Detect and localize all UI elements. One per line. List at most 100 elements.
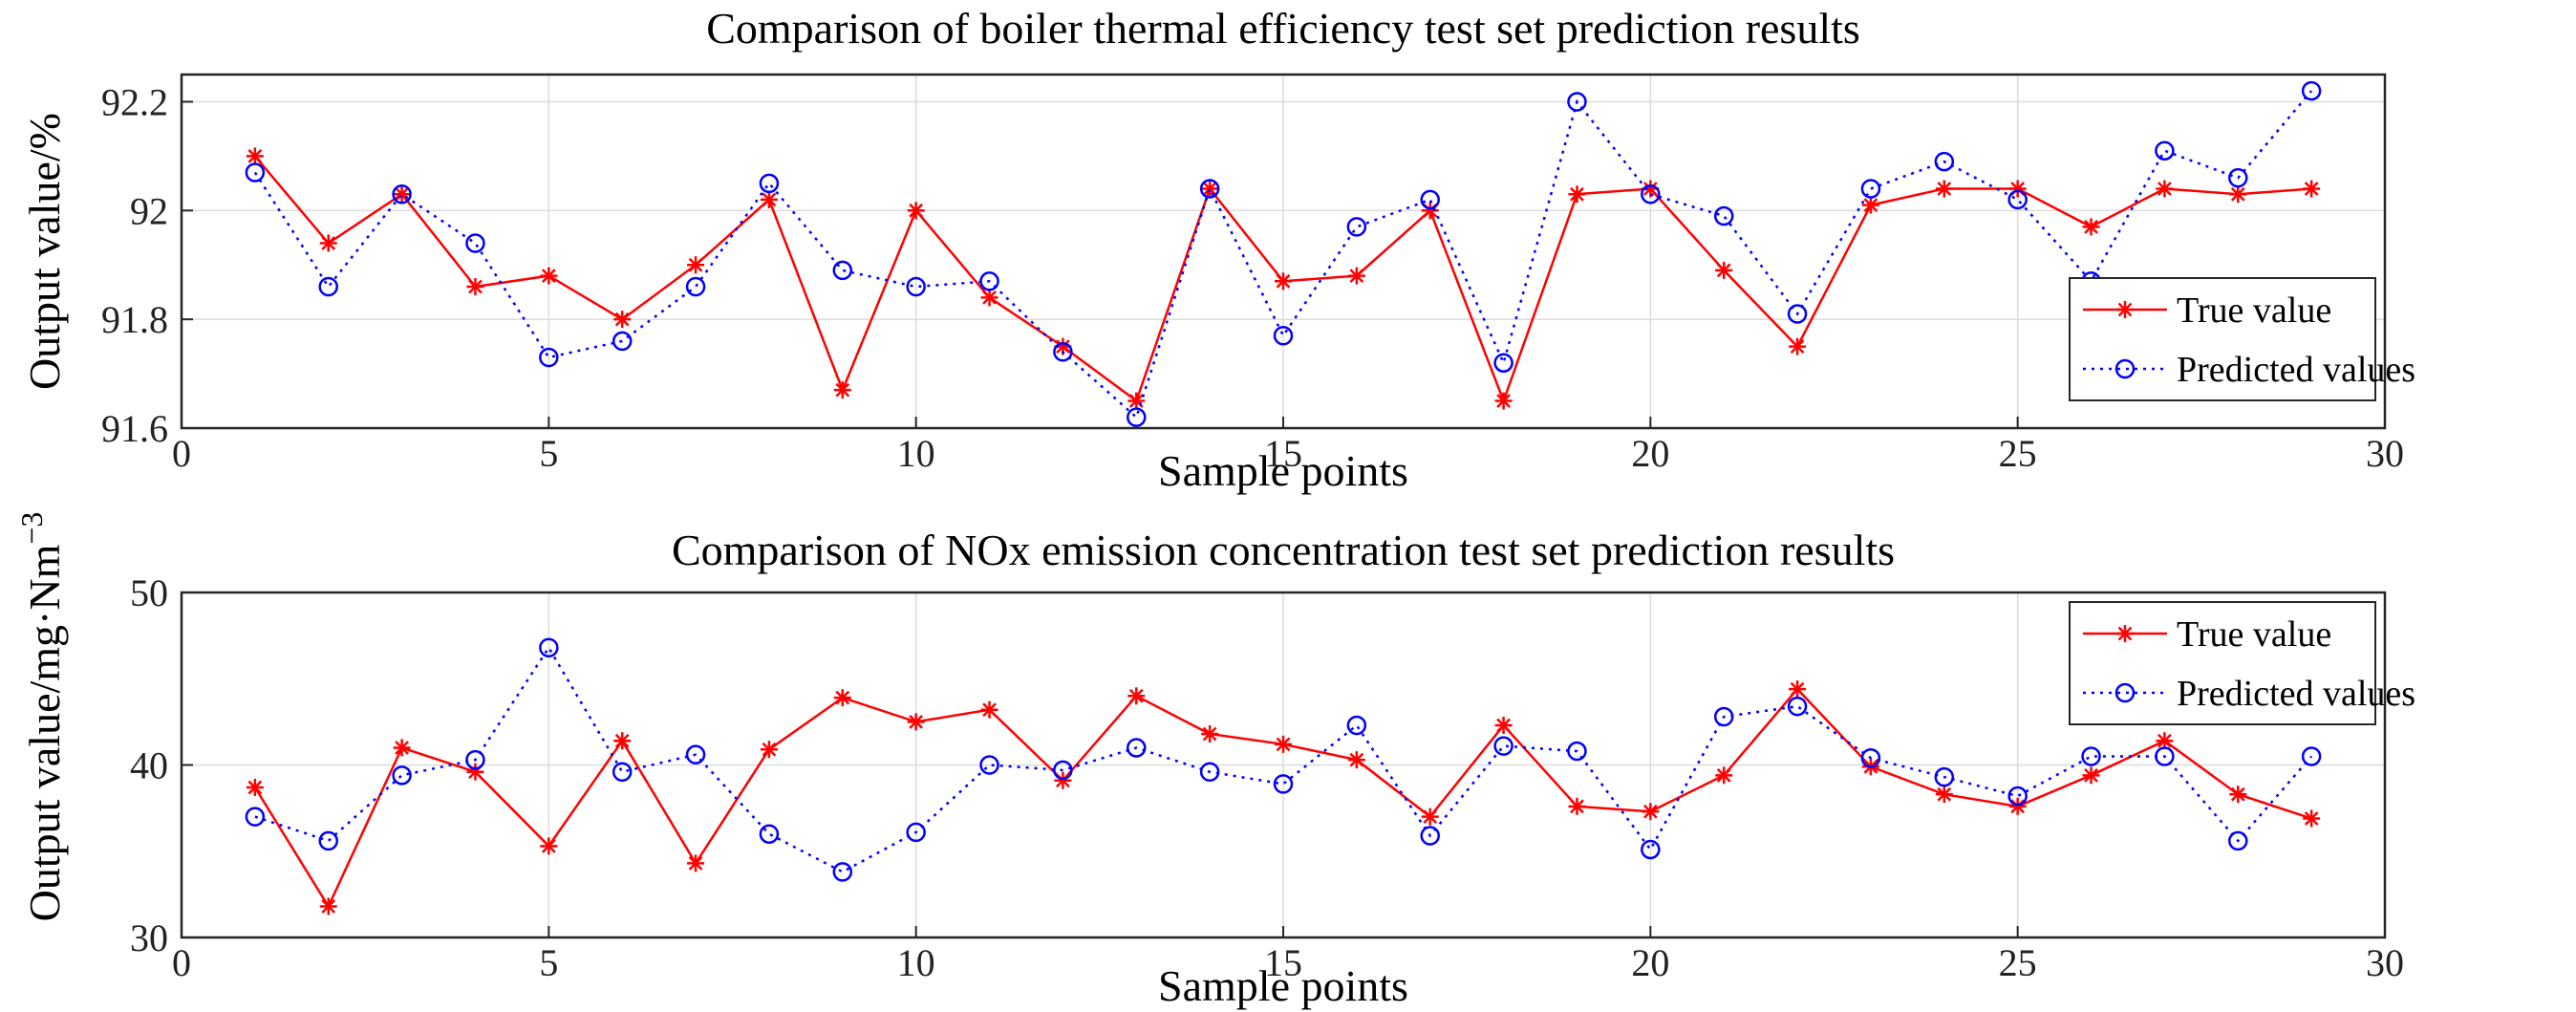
efficiency-true-value-point xyxy=(2303,180,2321,198)
efficiency-true-value-point xyxy=(980,289,998,307)
efficiency-ytick-label: 92.2 xyxy=(101,80,168,123)
efficiency-true-value-point xyxy=(760,190,778,208)
efficiency-chart-series xyxy=(245,80,2322,427)
efficiency-predicted-value-point xyxy=(1199,179,1220,199)
efficiency-predicted-value-point xyxy=(539,347,559,368)
nox-legend-box xyxy=(2069,601,2376,725)
efficiency-true-value-point xyxy=(540,267,558,285)
nox-chart: Comparison of NOx emission concentration… xyxy=(14,512,2415,1010)
nox-predicted-value-point xyxy=(392,765,412,786)
nox-legend-true-label: True value xyxy=(2177,614,2331,655)
nox-chart-series xyxy=(245,637,2322,915)
nox-chart-legend: True value Predicted values xyxy=(2069,601,2415,725)
efficiency-true-value-point xyxy=(687,256,705,274)
efficiency-predicted-value-point xyxy=(1420,189,1440,210)
efficiency-predicted-value-point xyxy=(2155,140,2175,161)
efficiency-true-value-point xyxy=(1494,392,1513,410)
nox-true-value-point xyxy=(907,713,925,731)
nox-true-value-point xyxy=(980,700,998,719)
nox-true-value-point xyxy=(2229,786,2247,804)
nox-predicted-value-point xyxy=(2228,830,2248,851)
nox-chart-ylabel-base: Output value/mg·Nm xyxy=(20,544,69,921)
efficiency-true-value-point xyxy=(319,234,337,252)
efficiency-predicted-value-point xyxy=(2007,189,2028,210)
nox-true-value-point xyxy=(687,854,705,872)
nox-true-value-point xyxy=(393,739,411,757)
nox-predicted-value-point xyxy=(2007,786,2028,807)
efficiency-predicted-value-point xyxy=(1273,325,1294,346)
nox-true-value-point xyxy=(833,689,851,707)
efficiency-predicted-value-point xyxy=(1567,92,1587,112)
nox-true-value-point xyxy=(1421,807,1439,826)
efficiency-xtick-label: 5 xyxy=(539,432,558,475)
nox-predicted-value-point xyxy=(1346,715,1367,736)
efficiency-true-value-point xyxy=(1347,267,1365,285)
efficiency-true-value-point xyxy=(833,381,851,399)
efficiency-chart-xlabel: Sample points xyxy=(1158,446,1408,495)
nox-legend-pred-swatch-marker xyxy=(2114,682,2136,703)
nox-predicted-value-point xyxy=(1934,766,1955,787)
nox-predicted-value-point xyxy=(906,822,926,843)
nox-predicted-value-point xyxy=(759,824,780,844)
nox-true-value-point xyxy=(2303,809,2321,828)
nox-legend-pred-label: Predicted values xyxy=(2177,674,2415,714)
efficiency-predicted-value-point xyxy=(1346,217,1367,237)
nox-ytick-label: 30 xyxy=(130,916,168,959)
efficiency-legend-pred-swatch-marker xyxy=(2114,358,2136,379)
efficiency-ytick-label: 91.6 xyxy=(101,407,168,450)
efficiency-xtick-label: 15 xyxy=(1264,432,1302,475)
nox-xtick-label: 5 xyxy=(539,941,558,984)
efficiency-ytick-label: 92 xyxy=(130,189,168,232)
nox-predicted-value-point xyxy=(1199,762,1220,782)
nox-chart-grid xyxy=(182,592,2385,937)
nox-true-value-point xyxy=(1715,766,1733,785)
nox-true-value-point xyxy=(1935,786,1953,804)
efficiency-chart-ylabel: Output value/% xyxy=(20,113,69,390)
efficiency-true-value-point xyxy=(907,202,925,220)
efficiency-true-value-point xyxy=(1275,272,1292,291)
efficiency-predicted-value-line xyxy=(253,90,2313,420)
nox-chart-ylabel-superscript: −3 xyxy=(14,512,49,545)
efficiency-ytick-label: 91.8 xyxy=(101,298,168,341)
efficiency-predicted-value-point xyxy=(759,173,780,194)
nox-chart-xlabel: Sample points xyxy=(1158,961,1408,1010)
efficiency-predicted-value-point xyxy=(906,276,926,297)
efficiency-legend-box xyxy=(2069,277,2376,401)
efficiency-xtick-label: 25 xyxy=(1999,432,2037,475)
efficiency-predicted-value-point xyxy=(245,162,266,183)
nox-legend-true-swatch-marker xyxy=(2116,625,2134,642)
nox-true-value-point xyxy=(1494,716,1513,734)
nox-predicted-value-point xyxy=(979,755,999,775)
nox-predicted-value-point xyxy=(832,862,853,882)
efficiency-predicted-value-point xyxy=(1787,304,1808,324)
efficiency-predicted-value-point xyxy=(2301,80,2322,101)
efficiency-true-value-point xyxy=(2082,218,2100,236)
efficiency-predicted-value-point xyxy=(685,276,706,297)
efficiency-true-value-point xyxy=(1861,196,1879,214)
efficiency-true-value-point xyxy=(2229,185,2247,204)
efficiency-chart-legend: True value Predicted values xyxy=(2069,277,2415,401)
efficiency-predicted-value-point xyxy=(1713,205,1734,226)
efficiency-chart-title: Comparison of boiler thermal efficiency … xyxy=(706,4,1860,53)
nox-true-value-point xyxy=(540,837,558,855)
nox-chart-title: Comparison of NOx emission concentration… xyxy=(672,526,1895,574)
nox-predicted-value-point xyxy=(1860,748,1881,768)
efficiency-chart-grid xyxy=(182,75,2385,428)
nox-ytick-label: 50 xyxy=(130,571,168,614)
efficiency-true-value-point xyxy=(466,278,484,295)
efficiency-predicted-value-point xyxy=(612,331,633,352)
nox-xtick-label: 0 xyxy=(172,941,191,984)
nox-xtick-label: 25 xyxy=(1999,941,2037,984)
efficiency-predicted-value-point xyxy=(318,276,338,297)
efficiency-true-value-point xyxy=(1715,261,1733,279)
nox-predicted-value-point xyxy=(245,807,266,827)
nox-predicted-value-point xyxy=(1641,839,1661,860)
nox-predicted-value-line xyxy=(254,645,2313,873)
efficiency-predicted-value-point xyxy=(1127,407,1147,427)
efficiency-predicted-value-point xyxy=(1641,183,1661,205)
nox-predicted-value-point xyxy=(685,744,706,764)
efficiency-true-value-point xyxy=(2156,180,2174,198)
efficiency-predicted-value-point xyxy=(392,183,412,205)
efficiency-true-value-point xyxy=(1201,180,1219,198)
